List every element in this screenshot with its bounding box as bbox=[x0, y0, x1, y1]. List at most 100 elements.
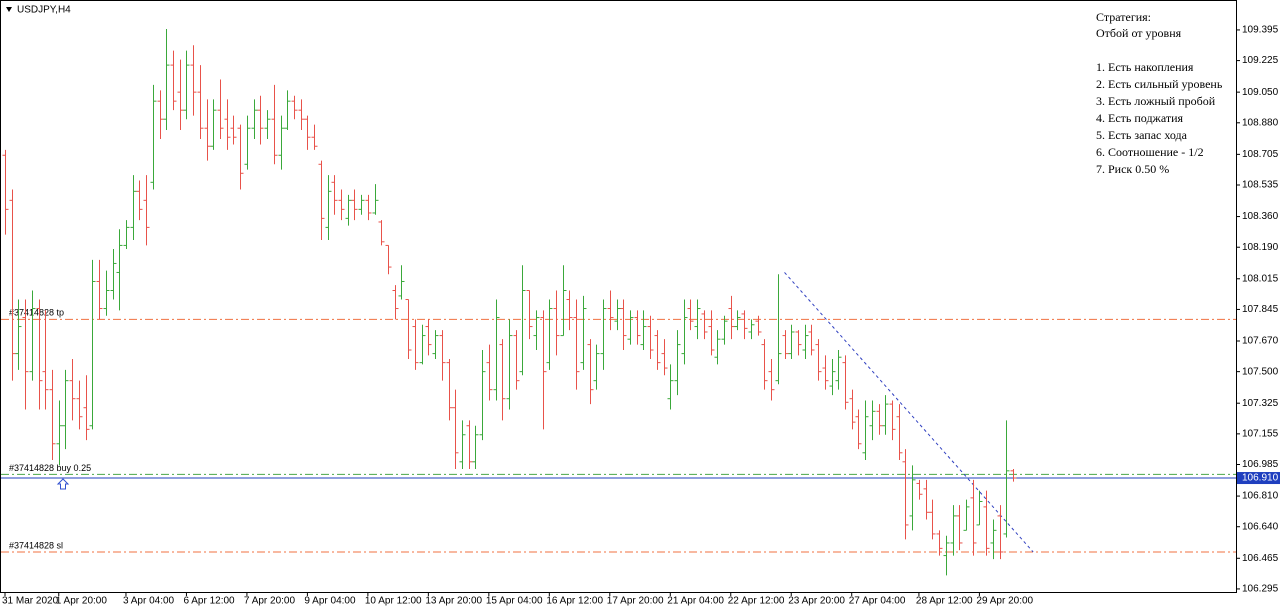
ohlc-bar bbox=[896, 404, 903, 461]
ohlc-bar bbox=[204, 99, 211, 161]
y-tick-label: 106.295 bbox=[1242, 584, 1279, 595]
ohlc-bar bbox=[29, 290, 36, 381]
ohlc-bar bbox=[210, 99, 217, 150]
ohlc-bar bbox=[647, 315, 654, 360]
ohlc-bar bbox=[69, 359, 76, 421]
ohlc-bar bbox=[230, 115, 237, 145]
x-tick-label: 10 Apr 12:00 bbox=[365, 596, 422, 607]
ohlc-bar bbox=[976, 490, 983, 526]
ohlc-bar bbox=[190, 45, 197, 116]
x-tick-label: 1 Apr 20:00 bbox=[56, 596, 108, 607]
ohlc-bar bbox=[398, 265, 405, 300]
ohlc-bar bbox=[157, 90, 164, 140]
x-tick-label: 23 Apr 20:00 bbox=[788, 596, 845, 607]
ohlc-bar bbox=[103, 270, 110, 316]
order-label: #37414828 tp bbox=[9, 308, 64, 318]
ohlc-bar bbox=[634, 310, 641, 345]
ohlc-bar bbox=[768, 359, 775, 401]
ohlc-bar bbox=[150, 84, 157, 190]
ohlc-bar bbox=[331, 175, 338, 215]
strategy-note: 2. Есть сильный уровень bbox=[1096, 77, 1223, 91]
ohlc-bar bbox=[446, 359, 453, 421]
ohlc-bar bbox=[96, 259, 103, 320]
ohlc-bar bbox=[714, 330, 721, 365]
y-tick-label: 107.325 bbox=[1242, 398, 1279, 409]
symbol-menu-icon[interactable] bbox=[6, 7, 12, 12]
ohlc-bar bbox=[681, 299, 688, 365]
ohlc-bar bbox=[345, 194, 352, 226]
ohlc-bar bbox=[607, 290, 614, 331]
ohlc-bar bbox=[526, 290, 533, 340]
ohlc-bar bbox=[291, 95, 298, 120]
ohlc-bar bbox=[365, 194, 372, 221]
y-tick-label: 107.845 bbox=[1242, 304, 1279, 315]
ohlc-bar bbox=[244, 115, 251, 170]
ohlc-bar bbox=[614, 299, 621, 331]
ohlc-bar bbox=[15, 299, 22, 370]
ohlc-bar bbox=[257, 95, 264, 145]
ohlc-bar bbox=[325, 175, 332, 241]
ohlc-bar bbox=[499, 339, 506, 421]
y-tick-label: 108.190 bbox=[1242, 242, 1279, 253]
ohlc-bar bbox=[197, 65, 204, 140]
ohlc-bar bbox=[519, 265, 526, 376]
x-tick-label: 9 Apr 04:00 bbox=[304, 596, 356, 607]
ohlc-bar bbox=[412, 319, 419, 370]
ohlc-bar bbox=[264, 110, 271, 140]
x-tick-label: 16 Apr 12:00 bbox=[546, 596, 603, 607]
ohlc-bar bbox=[560, 265, 567, 337]
ohlc-bar bbox=[217, 79, 224, 140]
ohlc-bar bbox=[392, 285, 399, 320]
ohlc-bar bbox=[472, 425, 479, 470]
ohlc-bar bbox=[667, 364, 674, 410]
ohlc-bar bbox=[466, 420, 473, 470]
ohlc-bar bbox=[540, 310, 547, 430]
ohlc-bar bbox=[876, 404, 883, 435]
y-tick-label: 108.015 bbox=[1242, 273, 1279, 284]
y-tick-label: 107.155 bbox=[1242, 428, 1279, 439]
ohlc-bar bbox=[9, 189, 16, 381]
y-tick-label: 109.050 bbox=[1242, 87, 1279, 98]
ohlc-bar bbox=[318, 160, 325, 241]
x-tick-label: 29 Apr 20:00 bbox=[976, 596, 1033, 607]
strategy-note: 3. Есть ложный пробой bbox=[1096, 94, 1216, 108]
ohlc-bar bbox=[795, 330, 802, 356]
x-tick-label: 28 Apr 12:00 bbox=[916, 596, 973, 607]
ohlc-bar bbox=[909, 465, 916, 531]
ohlc-bar bbox=[304, 115, 311, 150]
ohlc-bar bbox=[835, 350, 842, 390]
ohlc-bar bbox=[278, 115, 285, 170]
ohlc-bar bbox=[136, 180, 143, 221]
y-tick-label: 108.880 bbox=[1242, 117, 1279, 128]
order-label: #37414828 sl bbox=[9, 540, 63, 550]
ohlc-bar bbox=[862, 400, 869, 461]
ohlc-bar bbox=[882, 395, 889, 435]
y-tick-label: 106.465 bbox=[1242, 553, 1279, 564]
ohlc-bar bbox=[963, 499, 970, 531]
ohlc-bar bbox=[728, 295, 735, 340]
trendline bbox=[784, 272, 1034, 553]
ohlc-bar bbox=[2, 149, 9, 235]
ohlc-bar bbox=[271, 84, 278, 165]
ohlc-bar bbox=[1003, 420, 1010, 538]
ohlc-bar bbox=[338, 189, 345, 221]
ohlc-bar bbox=[546, 299, 553, 370]
ohlc-bar bbox=[640, 310, 647, 351]
strategy-note: 5. Есть запас хода bbox=[1096, 128, 1188, 142]
ohlc-bar bbox=[311, 124, 318, 150]
x-tick-label: 27 Apr 04:00 bbox=[849, 596, 906, 607]
x-tick-label: 17 Apr 20:00 bbox=[607, 596, 664, 607]
ohlc-bar bbox=[923, 479, 930, 520]
ohlc-bar bbox=[829, 359, 836, 396]
ohlc-bar bbox=[902, 449, 909, 540]
ohlc-bar bbox=[372, 184, 379, 215]
ohlc-bar bbox=[929, 499, 936, 540]
y-tick-label: 106.640 bbox=[1242, 521, 1279, 532]
ohlc-bar bbox=[237, 124, 244, 190]
ohlc-bar bbox=[849, 389, 856, 430]
ohlc-bar bbox=[741, 310, 748, 340]
ohlc-bar bbox=[761, 339, 768, 390]
ohlc-bar bbox=[627, 310, 634, 345]
